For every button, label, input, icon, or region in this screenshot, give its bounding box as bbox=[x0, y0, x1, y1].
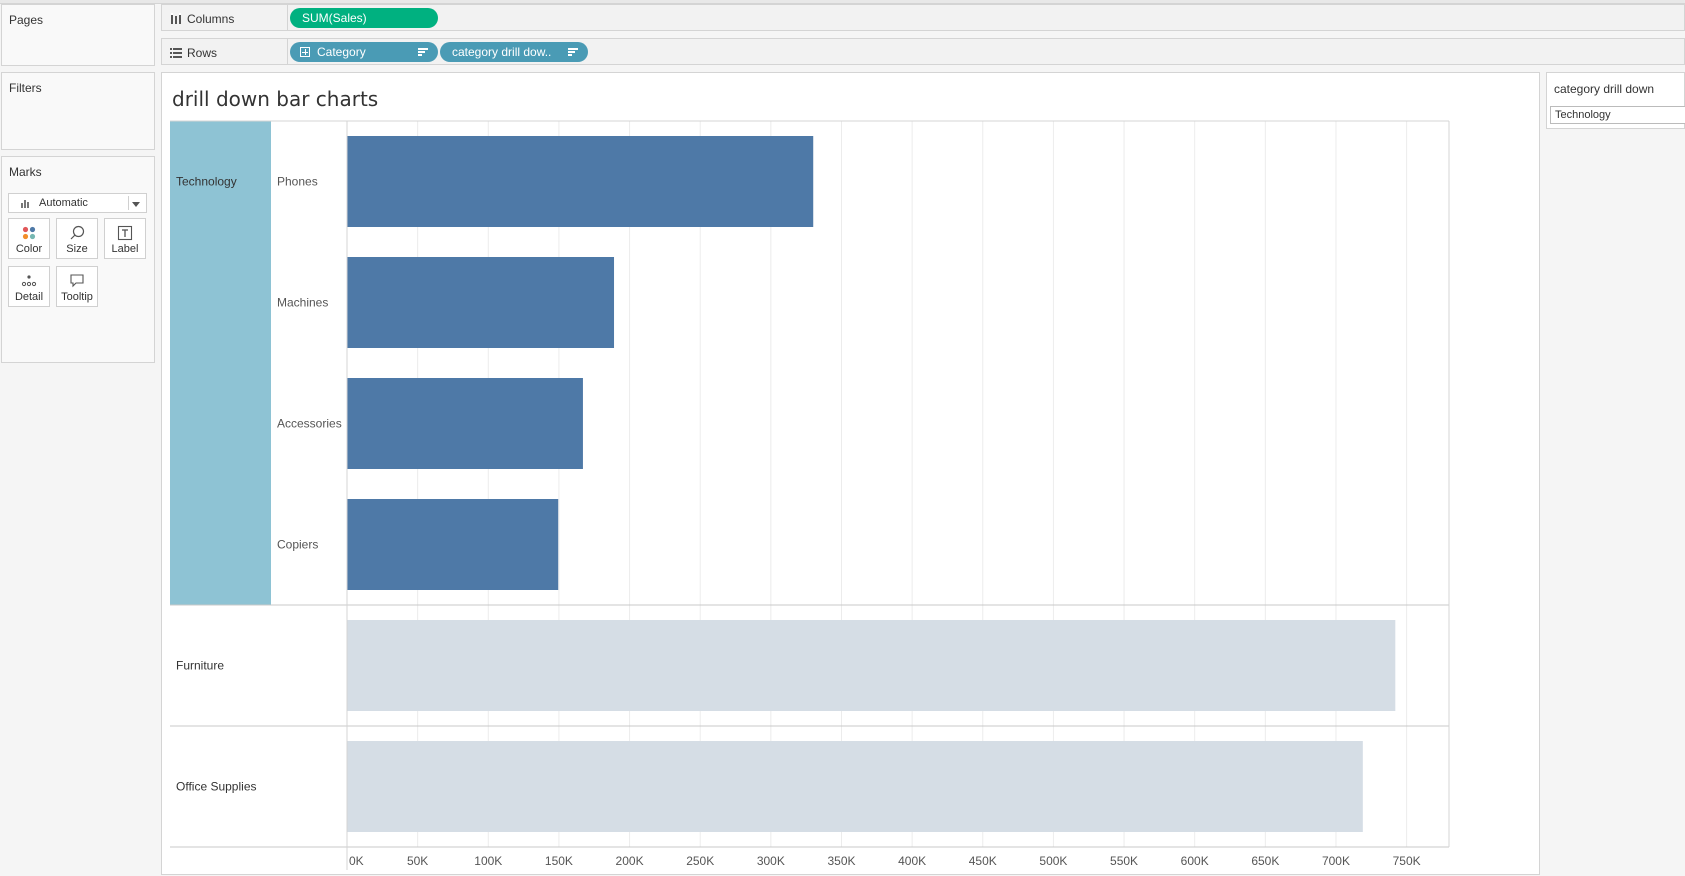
pages-title: Pages bbox=[9, 13, 44, 27]
x-tick-label: 450K bbox=[969, 854, 997, 868]
category-pill[interactable]: Category bbox=[290, 42, 438, 62]
subcategory-label: Phones bbox=[277, 175, 318, 189]
x-tick-label: 100K bbox=[474, 854, 502, 868]
bar bbox=[347, 620, 1396, 711]
category-drill-down-pill-label: category drill dow.. bbox=[452, 45, 552, 59]
label-button[interactable]: Label bbox=[104, 218, 146, 259]
x-tick-label: 150K bbox=[545, 854, 573, 868]
x-tick-label: 50K bbox=[407, 854, 428, 868]
columns-shelf[interactable]: Columns SUM(Sales) bbox=[161, 4, 1685, 31]
category-label: Technology bbox=[176, 175, 237, 189]
subcategory-label: Copiers bbox=[277, 538, 318, 552]
marks-card: Marks bbox=[1, 156, 155, 363]
label-label: Label bbox=[111, 243, 139, 255]
bar bbox=[347, 499, 559, 590]
filters-title: Filters bbox=[9, 81, 42, 95]
color-icon bbox=[22, 226, 36, 240]
expand-icon[interactable] bbox=[300, 47, 310, 57]
x-tick-label: 200K bbox=[616, 854, 644, 868]
size-icon bbox=[70, 225, 85, 240]
bar bbox=[347, 741, 1363, 832]
rows-label: Rows bbox=[187, 46, 218, 60]
x-tick-label: 550K bbox=[1110, 854, 1138, 868]
category-cell-highlight bbox=[170, 121, 271, 605]
tooltip-icon bbox=[70, 274, 84, 288]
color-button[interactable]: Color bbox=[8, 218, 50, 259]
x-tick-label: 350K bbox=[827, 854, 855, 868]
sum-sales-pill-label: SUM(Sales) bbox=[302, 11, 367, 25]
subcategory-label: Machines bbox=[277, 296, 328, 310]
label-icon bbox=[117, 225, 133, 241]
mark-type-dropdown[interactable]: Automatic bbox=[8, 193, 147, 213]
sort-icon bbox=[418, 48, 428, 56]
bar bbox=[347, 136, 814, 227]
category-drill-down-pill[interactable]: category drill dow.. bbox=[440, 42, 588, 62]
x-tick-label: 300K bbox=[757, 854, 785, 868]
bar bbox=[347, 257, 615, 348]
x-tick-label: 750K bbox=[1393, 854, 1421, 868]
mark-type-value: Automatic bbox=[39, 197, 88, 209]
chart-title: drill down bar charts bbox=[172, 87, 379, 111]
x-tick-label: 600K bbox=[1181, 854, 1209, 868]
x-tick-label: 0K bbox=[349, 854, 364, 868]
detail-label: Detail bbox=[14, 291, 44, 303]
category-label: Office Supplies bbox=[176, 780, 257, 794]
columns-label: Columns bbox=[187, 12, 235, 26]
columns-icon bbox=[171, 13, 181, 24]
filters-card[interactable]: Filters bbox=[1, 72, 155, 150]
bar-chart: Technology Phones Machines Accessories Copie… bbox=[170, 120, 1450, 870]
filter-dropdown[interactable]: Technology bbox=[1550, 106, 1685, 124]
pages-card[interactable]: Pages bbox=[1, 4, 155, 66]
rows-shelf[interactable]: Rows Category category drill dow.. bbox=[161, 38, 1685, 65]
bar bbox=[347, 378, 583, 469]
sum-sales-pill[interactable]: SUM(Sales) bbox=[290, 8, 438, 28]
color-label: Color bbox=[15, 243, 43, 255]
chevron-down-icon[interactable] bbox=[132, 202, 140, 207]
x-tick-label: 400K bbox=[898, 854, 926, 868]
tooltip-label: Tooltip bbox=[61, 291, 93, 303]
x-tick-label: 650K bbox=[1251, 854, 1279, 868]
toolbar-strip bbox=[0, 0, 1685, 4]
size-label: Size bbox=[66, 243, 88, 255]
rows-icon bbox=[170, 48, 182, 58]
x-tick-label: 700K bbox=[1322, 854, 1350, 868]
subcategory-label: Accessories bbox=[277, 417, 342, 431]
x-tick-label: 500K bbox=[1039, 854, 1067, 868]
detail-icon bbox=[21, 275, 37, 287]
category-label: Furniture bbox=[176, 659, 224, 673]
sort-icon bbox=[568, 48, 578, 56]
x-tick-label: 250K bbox=[686, 854, 714, 868]
filter-title: category drill down bbox=[1554, 82, 1655, 96]
category-pill-label: Category bbox=[317, 45, 366, 59]
category-drill-down-filter: category drill down Technology bbox=[1546, 72, 1685, 129]
marks-title: Marks bbox=[9, 165, 42, 179]
size-button[interactable]: Size bbox=[56, 218, 98, 259]
detail-button[interactable]: Detail bbox=[8, 266, 50, 307]
tooltip-button[interactable]: Tooltip bbox=[56, 266, 98, 307]
bar-chart-icon bbox=[21, 198, 31, 208]
worksheet-view: drill down bar charts Technology Phones Ma… bbox=[161, 72, 1540, 875]
